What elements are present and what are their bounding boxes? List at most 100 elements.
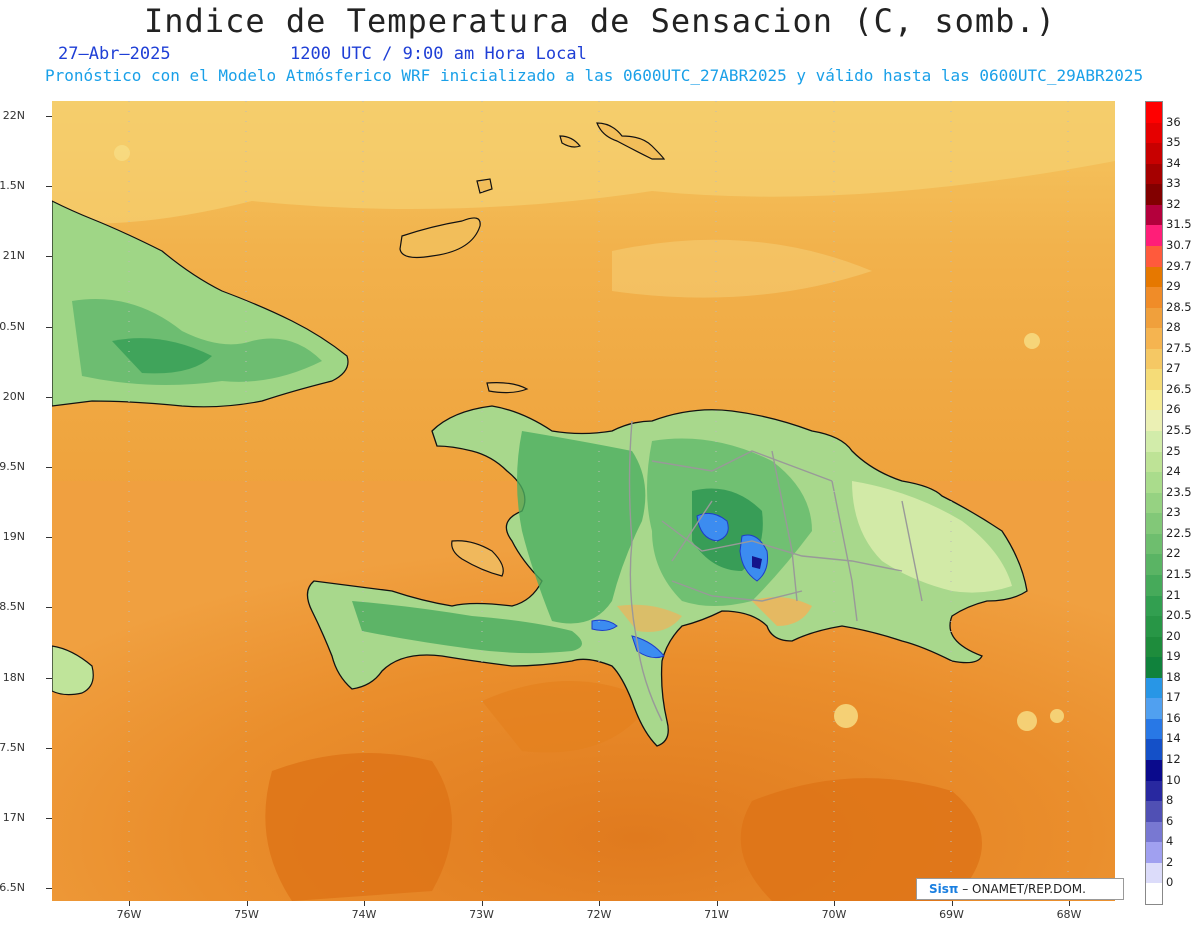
lat-label: 6.5N <box>0 881 25 895</box>
colorbar-swatch <box>1146 307 1162 329</box>
colorbar-swatch <box>1146 760 1162 781</box>
colorbar-label: 22 <box>1166 546 1181 561</box>
colorbar-label: 25.5 <box>1166 423 1192 438</box>
colorbar-label: 28 <box>1166 320 1181 335</box>
land-jamaica <box>52 645 94 696</box>
colorbar-swatch <box>1146 616 1162 637</box>
colorbar-label: 28.5 <box>1166 299 1192 314</box>
colorbar-swatch <box>1146 513 1162 534</box>
colorbar-swatch <box>1146 451 1162 473</box>
credit-box: Sisπ – ONAMET/REP.DOM. <box>916 878 1124 900</box>
heat-index-map <box>52 101 1115 901</box>
lon-label: 76W <box>116 908 142 921</box>
lat-label: 17N <box>2 811 25 824</box>
colorbar-label: 23.5 <box>1166 484 1192 499</box>
colorbar-label: 2 <box>1166 854 1174 869</box>
lat-label: 8.5N <box>0 600 25 614</box>
credit-text: – ONAMET/REP.DOM. <box>962 882 1086 896</box>
colorbar-label: 21 <box>1166 587 1181 602</box>
colorbar-swatch <box>1146 677 1162 699</box>
lon-label: 68W <box>1056 908 1082 921</box>
colorbar-label: 4 <box>1166 834 1174 849</box>
colorbar-swatch <box>1146 533 1162 555</box>
cold-core-5 <box>631 635 665 659</box>
colorbar-label: 26 <box>1166 402 1181 417</box>
warm-zone-mid <box>482 681 652 753</box>
colorbar-swatch <box>1146 472 1162 493</box>
colorbar-swatch <box>1146 163 1162 185</box>
colorbar-label: 21.5 <box>1166 566 1192 581</box>
lat-label: 20N <box>2 389 25 403</box>
province-borders <box>628 420 923 722</box>
lat-tick <box>46 256 52 258</box>
colorbar <box>1145 101 1163 905</box>
colorbar-label: 20 <box>1166 628 1181 643</box>
colorbar-label: 19 <box>1166 649 1181 664</box>
colorbar-label: 29 <box>1166 279 1181 294</box>
colorbar-swatch <box>1146 287 1162 308</box>
colorbar-swatch <box>1146 389 1162 411</box>
lat-label: 9.5N <box>0 460 25 473</box>
cuba-green-2 <box>112 338 212 374</box>
lon-tick <box>951 901 953 906</box>
colorbar-label: 0 <box>1166 875 1174 890</box>
colorbar-label: 36 <box>1166 114 1181 129</box>
lat-tick <box>46 747 52 749</box>
lat-label: 1.5N <box>0 179 25 193</box>
lat-label: 21N <box>2 249 25 263</box>
colorbar-swatch <box>1146 883 1162 904</box>
lon-tick <box>246 901 248 906</box>
colorbar-swatch <box>1146 657 1162 678</box>
forecast-date: 27–Abr–2025 <box>58 44 171 64</box>
lat-tick <box>46 888 52 890</box>
colorbar-swatch <box>1146 574 1162 596</box>
colorbar-label: 8 <box>1166 793 1174 808</box>
hisp-green-4 <box>352 601 582 654</box>
colorbar-label: 16 <box>1166 710 1181 725</box>
ocean-blobs <box>114 145 1064 731</box>
lon-label: 73W <box>469 908 494 921</box>
colorbar-label: 20.5 <box>1166 608 1192 623</box>
colorbar-label: 32 <box>1166 196 1181 211</box>
colorbar-label: 24 <box>1166 464 1181 479</box>
colorbar-label: 34 <box>1166 155 1181 170</box>
colorbar-swatch <box>1146 245 1162 267</box>
colorbar-label: 17 <box>1166 690 1181 705</box>
lat-tick <box>46 116 52 117</box>
colorbar-label: 10 <box>1166 772 1181 787</box>
colorbar-label: 25 <box>1166 443 1181 458</box>
colorbar-label: 35 <box>1166 135 1181 150</box>
lon-tick <box>716 901 718 906</box>
colorbar-label: 26.5 <box>1166 381 1192 396</box>
colorbar-label: 27 <box>1166 361 1181 376</box>
lat-label: 18N <box>2 670 25 684</box>
colorbar-swatch <box>1146 184 1162 205</box>
lon-tick <box>834 901 835 906</box>
colorbar-swatch <box>1146 225 1162 246</box>
land-tortuga <box>486 382 529 394</box>
colorbar-swatch <box>1146 801 1162 822</box>
cold-core-1 <box>696 512 729 542</box>
colorbar-swatch <box>1146 780 1162 802</box>
lon-tick <box>481 901 483 906</box>
colorbar-label: 22.5 <box>1166 525 1192 540</box>
lat-label: 22N <box>2 109 25 122</box>
colorbar-swatch <box>1146 328 1162 349</box>
model-info: Pronóstico con el Modelo Atmósferico WRF… <box>45 66 1144 85</box>
lon-tick <box>599 901 600 906</box>
land-island-2 <box>476 178 493 194</box>
lon-label: 71W <box>704 908 729 921</box>
colorbar-swatch <box>1146 204 1162 226</box>
lat-lon-grid <box>128 101 1069 901</box>
colorbar-swatch <box>1146 718 1162 740</box>
colorbar-swatch <box>1146 698 1162 719</box>
map-canvas <box>52 101 1115 901</box>
colorbar-swatch <box>1146 369 1162 390</box>
colorbar-swatch <box>1146 821 1162 843</box>
lon-label: 69W <box>939 908 964 921</box>
lat-tick <box>46 467 52 468</box>
land-island-3 <box>596 122 666 160</box>
colorbar-swatch <box>1146 862 1162 884</box>
colorbar-swatch <box>1146 266 1162 288</box>
land-inagua <box>399 217 481 259</box>
